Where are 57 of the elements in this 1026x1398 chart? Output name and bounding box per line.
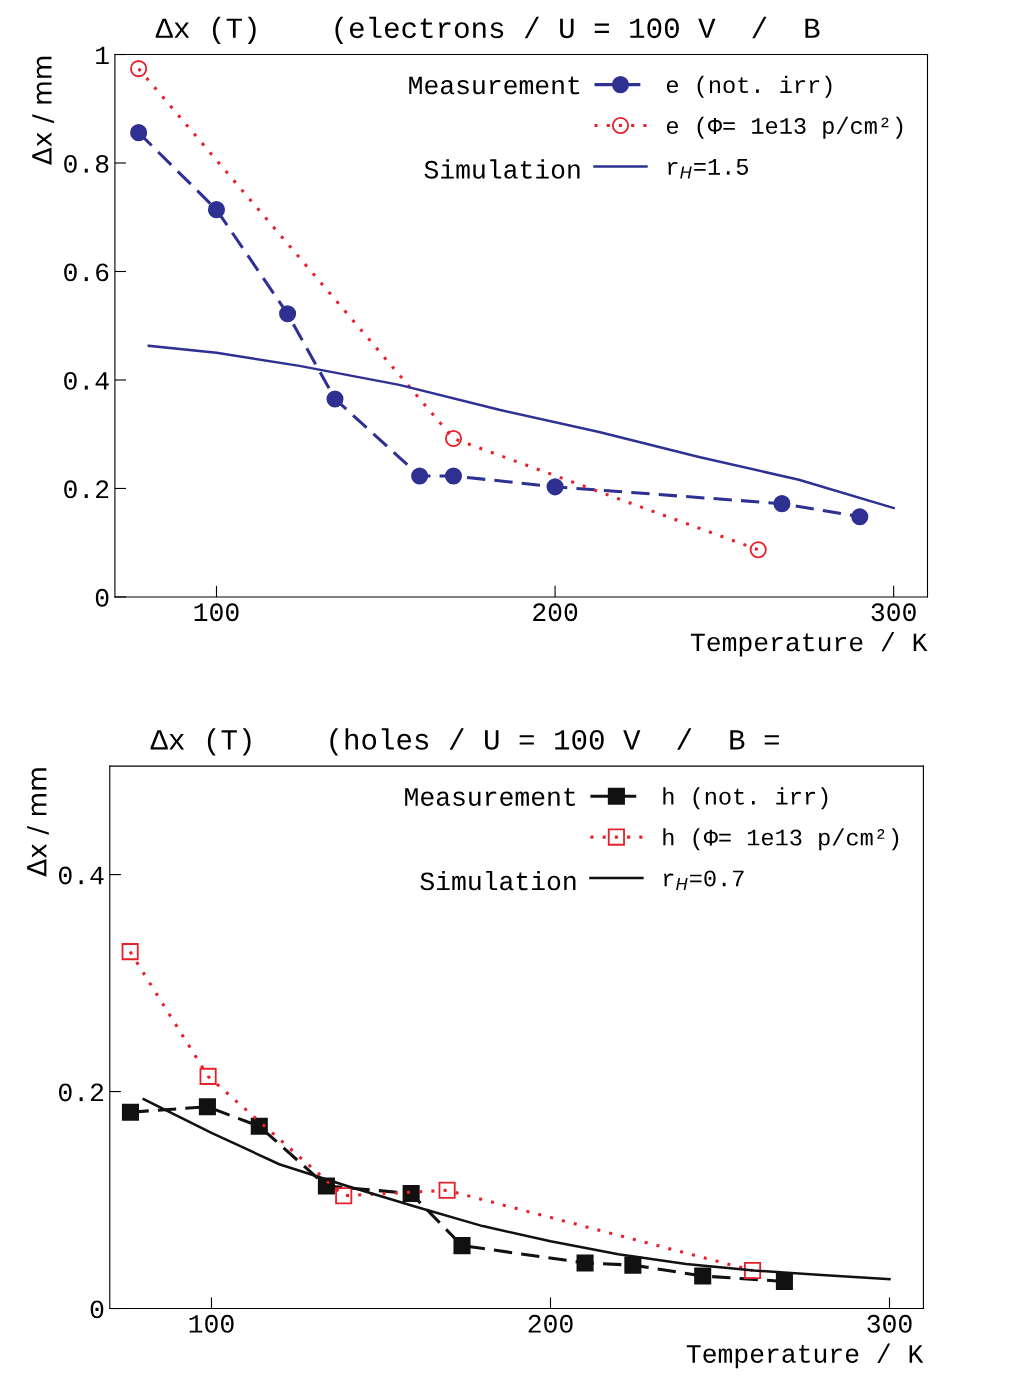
point bbox=[198, 1098, 216, 1116]
legend-label: e (Φ= 1e13 p/cm²) bbox=[666, 116, 903, 139]
point bbox=[411, 467, 429, 485]
annotation: Measurement bbox=[405, 788, 575, 806]
y-axis-title: Δx / mm bbox=[27, 768, 49, 877]
chart-title: Δx (T) (holes / U = 100 V / B = bbox=[150, 728, 779, 756]
point bbox=[624, 1256, 642, 1274]
x-tick-label: 200 bbox=[528, 1314, 573, 1333]
point bbox=[402, 1184, 420, 1203]
y-tick-label: 0.4 bbox=[59, 866, 104, 885]
point bbox=[773, 495, 791, 513]
annotation: Measurement bbox=[409, 76, 580, 95]
legend-label: h (Φ= 1e13 p/cm²) bbox=[663, 828, 899, 851]
legend-label: r$_{H}$=0.7 bbox=[664, 870, 744, 891]
y-tick-label: 0.8 bbox=[64, 154, 109, 173]
legend-label: h (not. irr) bbox=[663, 787, 828, 810]
x-tick-label: 300 bbox=[871, 603, 916, 622]
point bbox=[775, 1272, 793, 1290]
point bbox=[121, 1103, 140, 1121]
point bbox=[207, 201, 226, 219]
point bbox=[250, 1117, 268, 1135]
x-tick-label: 100 bbox=[189, 1314, 234, 1333]
x-axis-title: Temperature / K bbox=[690, 631, 928, 657]
point bbox=[444, 467, 463, 485]
point bbox=[743, 1262, 762, 1280]
point bbox=[444, 430, 463, 448]
point bbox=[694, 1267, 712, 1285]
legend-label: e (not. irr) bbox=[666, 75, 832, 98]
annotation: Simulation bbox=[424, 159, 580, 179]
y-tick-label: 0 bbox=[90, 1300, 104, 1319]
point bbox=[851, 508, 869, 526]
point bbox=[576, 1254, 594, 1272]
point bbox=[130, 60, 148, 78]
point bbox=[326, 390, 344, 408]
y-axis-title: Δx / mm bbox=[32, 56, 54, 166]
y-tick-label: 0.4 bbox=[64, 371, 109, 390]
x-tick-label: 200 bbox=[533, 603, 578, 622]
x-axis-title: Temperature / K bbox=[686, 1343, 924, 1369]
y-tick-label: 0.2 bbox=[64, 480, 109, 499]
point bbox=[130, 124, 148, 142]
point bbox=[335, 1187, 353, 1205]
chart-title: Δx (T) (electrons / U = 100 V / B bbox=[155, 16, 820, 44]
point bbox=[438, 1181, 456, 1199]
y-tick-label: 0.2 bbox=[59, 1083, 104, 1102]
point bbox=[199, 1067, 217, 1085]
y-tick-label: 0 bbox=[95, 588, 109, 607]
x-tick-label: 100 bbox=[194, 603, 239, 622]
x-tick-label: 300 bbox=[867, 1314, 912, 1333]
y-tick-label: 0.6 bbox=[64, 263, 109, 282]
annotation: Simulation bbox=[420, 870, 576, 891]
point bbox=[453, 1237, 471, 1255]
y-tick-label: 1 bbox=[96, 46, 109, 65]
legend-label: r$_{H}$=1.5 bbox=[668, 159, 748, 179]
point bbox=[121, 943, 139, 961]
point bbox=[749, 541, 767, 559]
point bbox=[546, 478, 564, 496]
point bbox=[279, 305, 297, 323]
